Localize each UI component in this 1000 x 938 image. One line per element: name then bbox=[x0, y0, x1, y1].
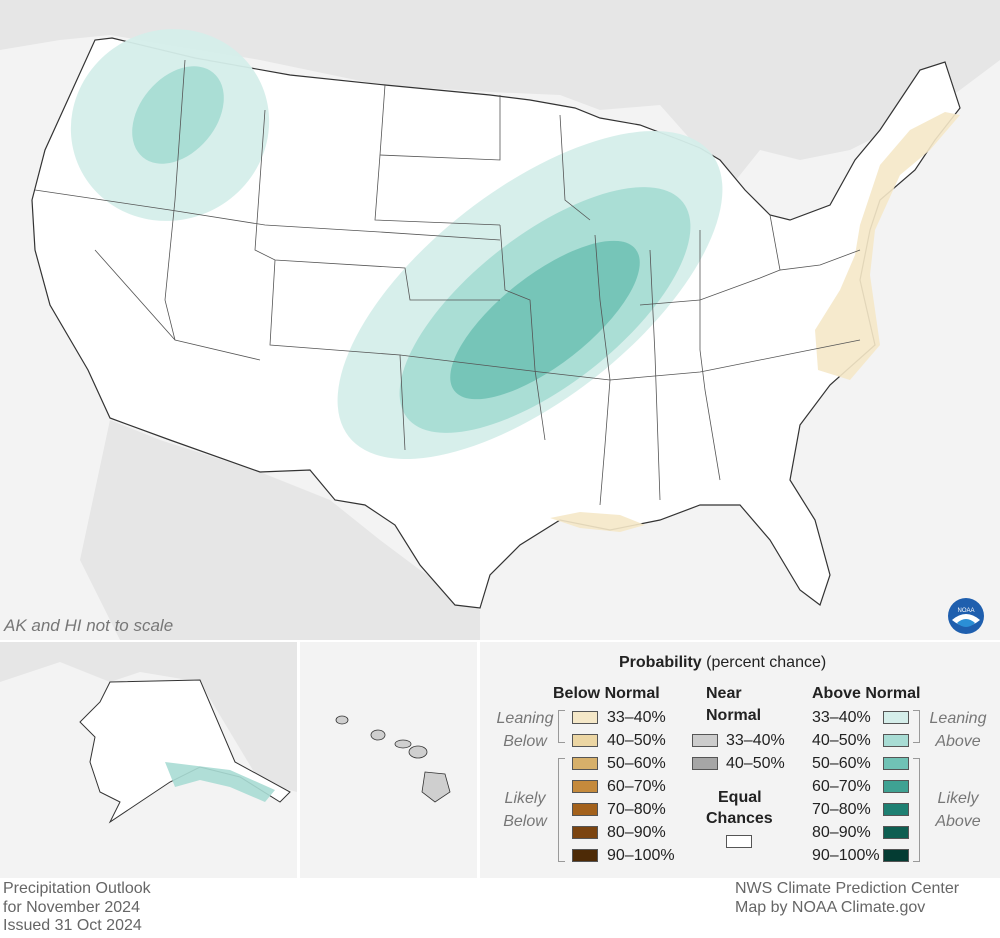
map-note: AK and HI not to scale bbox=[4, 616, 174, 635]
below-normal-swatch-1 bbox=[572, 734, 598, 747]
below-normal-label-0: 33–40% bbox=[607, 709, 666, 726]
near-normal-label-0: 33–40% bbox=[726, 732, 785, 749]
above-normal-swatch-5 bbox=[883, 826, 909, 839]
below-normal-swatch-3 bbox=[572, 780, 598, 793]
above-normal-swatch-3 bbox=[883, 780, 909, 793]
alaska-inset bbox=[0, 642, 297, 878]
below-normal-swatch-6 bbox=[572, 849, 598, 862]
above-normal-label-1: 40–50% bbox=[812, 732, 871, 749]
above-normal-swatch-1 bbox=[883, 734, 909, 747]
conus-outlook-map: AK and HI not to scale NOAA bbox=[0, 0, 1000, 640]
above-normal-swatch-2 bbox=[883, 757, 909, 770]
above-normal-label-0: 33–40% bbox=[812, 709, 871, 726]
legend-title: Probability (percent chance) bbox=[619, 654, 827, 671]
below-normal-label-2: 50–60% bbox=[607, 755, 666, 772]
above-normal-shading bbox=[70, 29, 723, 460]
above-normal-swatch-6 bbox=[883, 849, 909, 862]
near-normal-header-2: Normal bbox=[706, 707, 762, 724]
footer-right-2: Map by NOAA Climate.gov bbox=[735, 899, 926, 916]
above-normal-label-4: 70–80% bbox=[812, 801, 871, 818]
leaning-below-label-1: Leaning bbox=[496, 710, 554, 727]
above-normal-swatch-4 bbox=[883, 803, 909, 816]
conus-svg bbox=[0, 0, 1000, 640]
below-normal-swatch-5 bbox=[572, 826, 598, 839]
footer-left-2: for November 2024 bbox=[3, 899, 140, 916]
alaska-land bbox=[79, 679, 291, 824]
below-normal-shading bbox=[550, 112, 960, 532]
above-normal-label-2: 50–60% bbox=[812, 755, 871, 772]
likely-below-label-2: Below bbox=[503, 813, 547, 830]
below-normal-label-1: 40–50% bbox=[607, 732, 666, 749]
state-borders bbox=[34, 59, 861, 506]
below-normal-label-6: 90–100% bbox=[607, 847, 675, 864]
likely-below-label-1: Likely bbox=[504, 790, 546, 807]
likely-above-label-1: Likely bbox=[937, 790, 979, 807]
above-normal-swatch-0 bbox=[883, 711, 909, 724]
legend: Probability (percent chance) Below Norma… bbox=[480, 642, 1000, 878]
footer-left-3: Issued 31 Oct 2024 bbox=[3, 917, 142, 934]
above-normal-label-5: 80–90% bbox=[812, 824, 871, 841]
noaa-logo-icon: NOAA bbox=[948, 598, 984, 634]
near-normal-swatch-0 bbox=[692, 734, 718, 747]
likely-below-bracket bbox=[558, 758, 565, 862]
footer-left-1: Precipitation Outlook bbox=[3, 880, 151, 897]
below-normal-swatch-4 bbox=[572, 803, 598, 816]
mexico-land bbox=[80, 420, 480, 640]
near-normal-header-1: Near bbox=[706, 685, 742, 702]
equal-chances-swatch bbox=[726, 835, 752, 848]
svg-text:NOAA: NOAA bbox=[957, 608, 974, 614]
above-normal-label-6: 90–100% bbox=[812, 847, 880, 864]
leaning-below-label-2: Below bbox=[503, 733, 547, 750]
leaning-above-bracket bbox=[913, 710, 920, 743]
above-normal-header: Above Normal bbox=[812, 685, 921, 702]
leaning-above-label-1: Leaning bbox=[929, 710, 987, 727]
canada-land bbox=[0, 0, 1000, 200]
hawaii-inset bbox=[300, 642, 477, 878]
leaning-below-bracket bbox=[558, 710, 565, 743]
below-normal-label-5: 80–90% bbox=[607, 824, 666, 841]
equal-chances-label-2: Chances bbox=[706, 810, 773, 827]
below-normal-label-4: 70–80% bbox=[607, 801, 666, 818]
footer-right-1: NWS Climate Prediction Center bbox=[735, 880, 960, 897]
near-normal-swatch-1 bbox=[692, 757, 718, 770]
likely-above-label-2: Above bbox=[935, 813, 981, 830]
near-normal-label-1: 40–50% bbox=[726, 755, 785, 772]
below-normal-label-3: 60–70% bbox=[607, 778, 666, 795]
equal-chances-label-1: Equal bbox=[718, 789, 762, 806]
below-normal-swatch-2 bbox=[572, 757, 598, 770]
likely-above-bracket bbox=[913, 758, 920, 862]
leaning-above-label-2: Above bbox=[935, 733, 981, 750]
above-normal-label-3: 60–70% bbox=[812, 778, 871, 795]
below-normal-header: Below Normal bbox=[553, 685, 660, 702]
below-normal-swatch-0 bbox=[572, 711, 598, 724]
